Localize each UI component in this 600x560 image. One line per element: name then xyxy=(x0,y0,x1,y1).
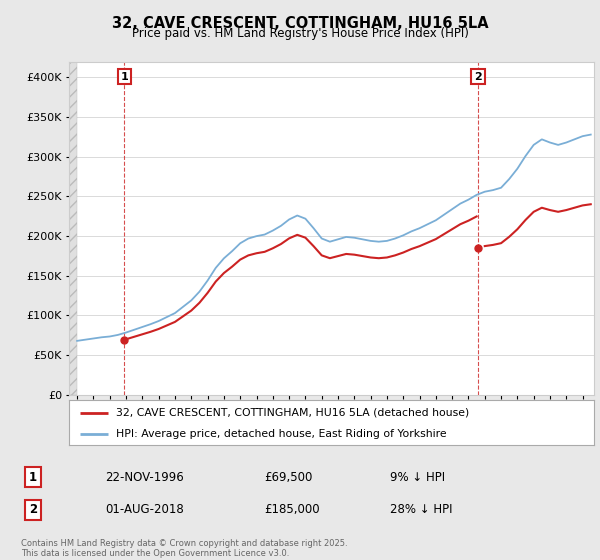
Text: 2: 2 xyxy=(29,503,37,516)
Text: Contains HM Land Registry data © Crown copyright and database right 2025.
This d: Contains HM Land Registry data © Crown c… xyxy=(21,539,347,558)
Text: 01-AUG-2018: 01-AUG-2018 xyxy=(105,503,184,516)
Text: 22-NOV-1996: 22-NOV-1996 xyxy=(105,470,184,484)
Text: £185,000: £185,000 xyxy=(264,503,320,516)
Text: 28% ↓ HPI: 28% ↓ HPI xyxy=(390,503,452,516)
Text: Price paid vs. HM Land Registry's House Price Index (HPI): Price paid vs. HM Land Registry's House … xyxy=(131,27,469,40)
Text: 2: 2 xyxy=(474,72,482,82)
Text: 32, CAVE CRESCENT, COTTINGHAM, HU16 5LA (detached house): 32, CAVE CRESCENT, COTTINGHAM, HU16 5LA … xyxy=(116,408,470,418)
Text: HPI: Average price, detached house, East Riding of Yorkshire: HPI: Average price, detached house, East… xyxy=(116,429,447,439)
Text: 32, CAVE CRESCENT, COTTINGHAM, HU16 5LA: 32, CAVE CRESCENT, COTTINGHAM, HU16 5LA xyxy=(112,16,488,31)
Text: 1: 1 xyxy=(121,72,128,82)
Text: £69,500: £69,500 xyxy=(264,470,313,484)
Text: 9% ↓ HPI: 9% ↓ HPI xyxy=(390,470,445,484)
Text: 1: 1 xyxy=(29,470,37,484)
